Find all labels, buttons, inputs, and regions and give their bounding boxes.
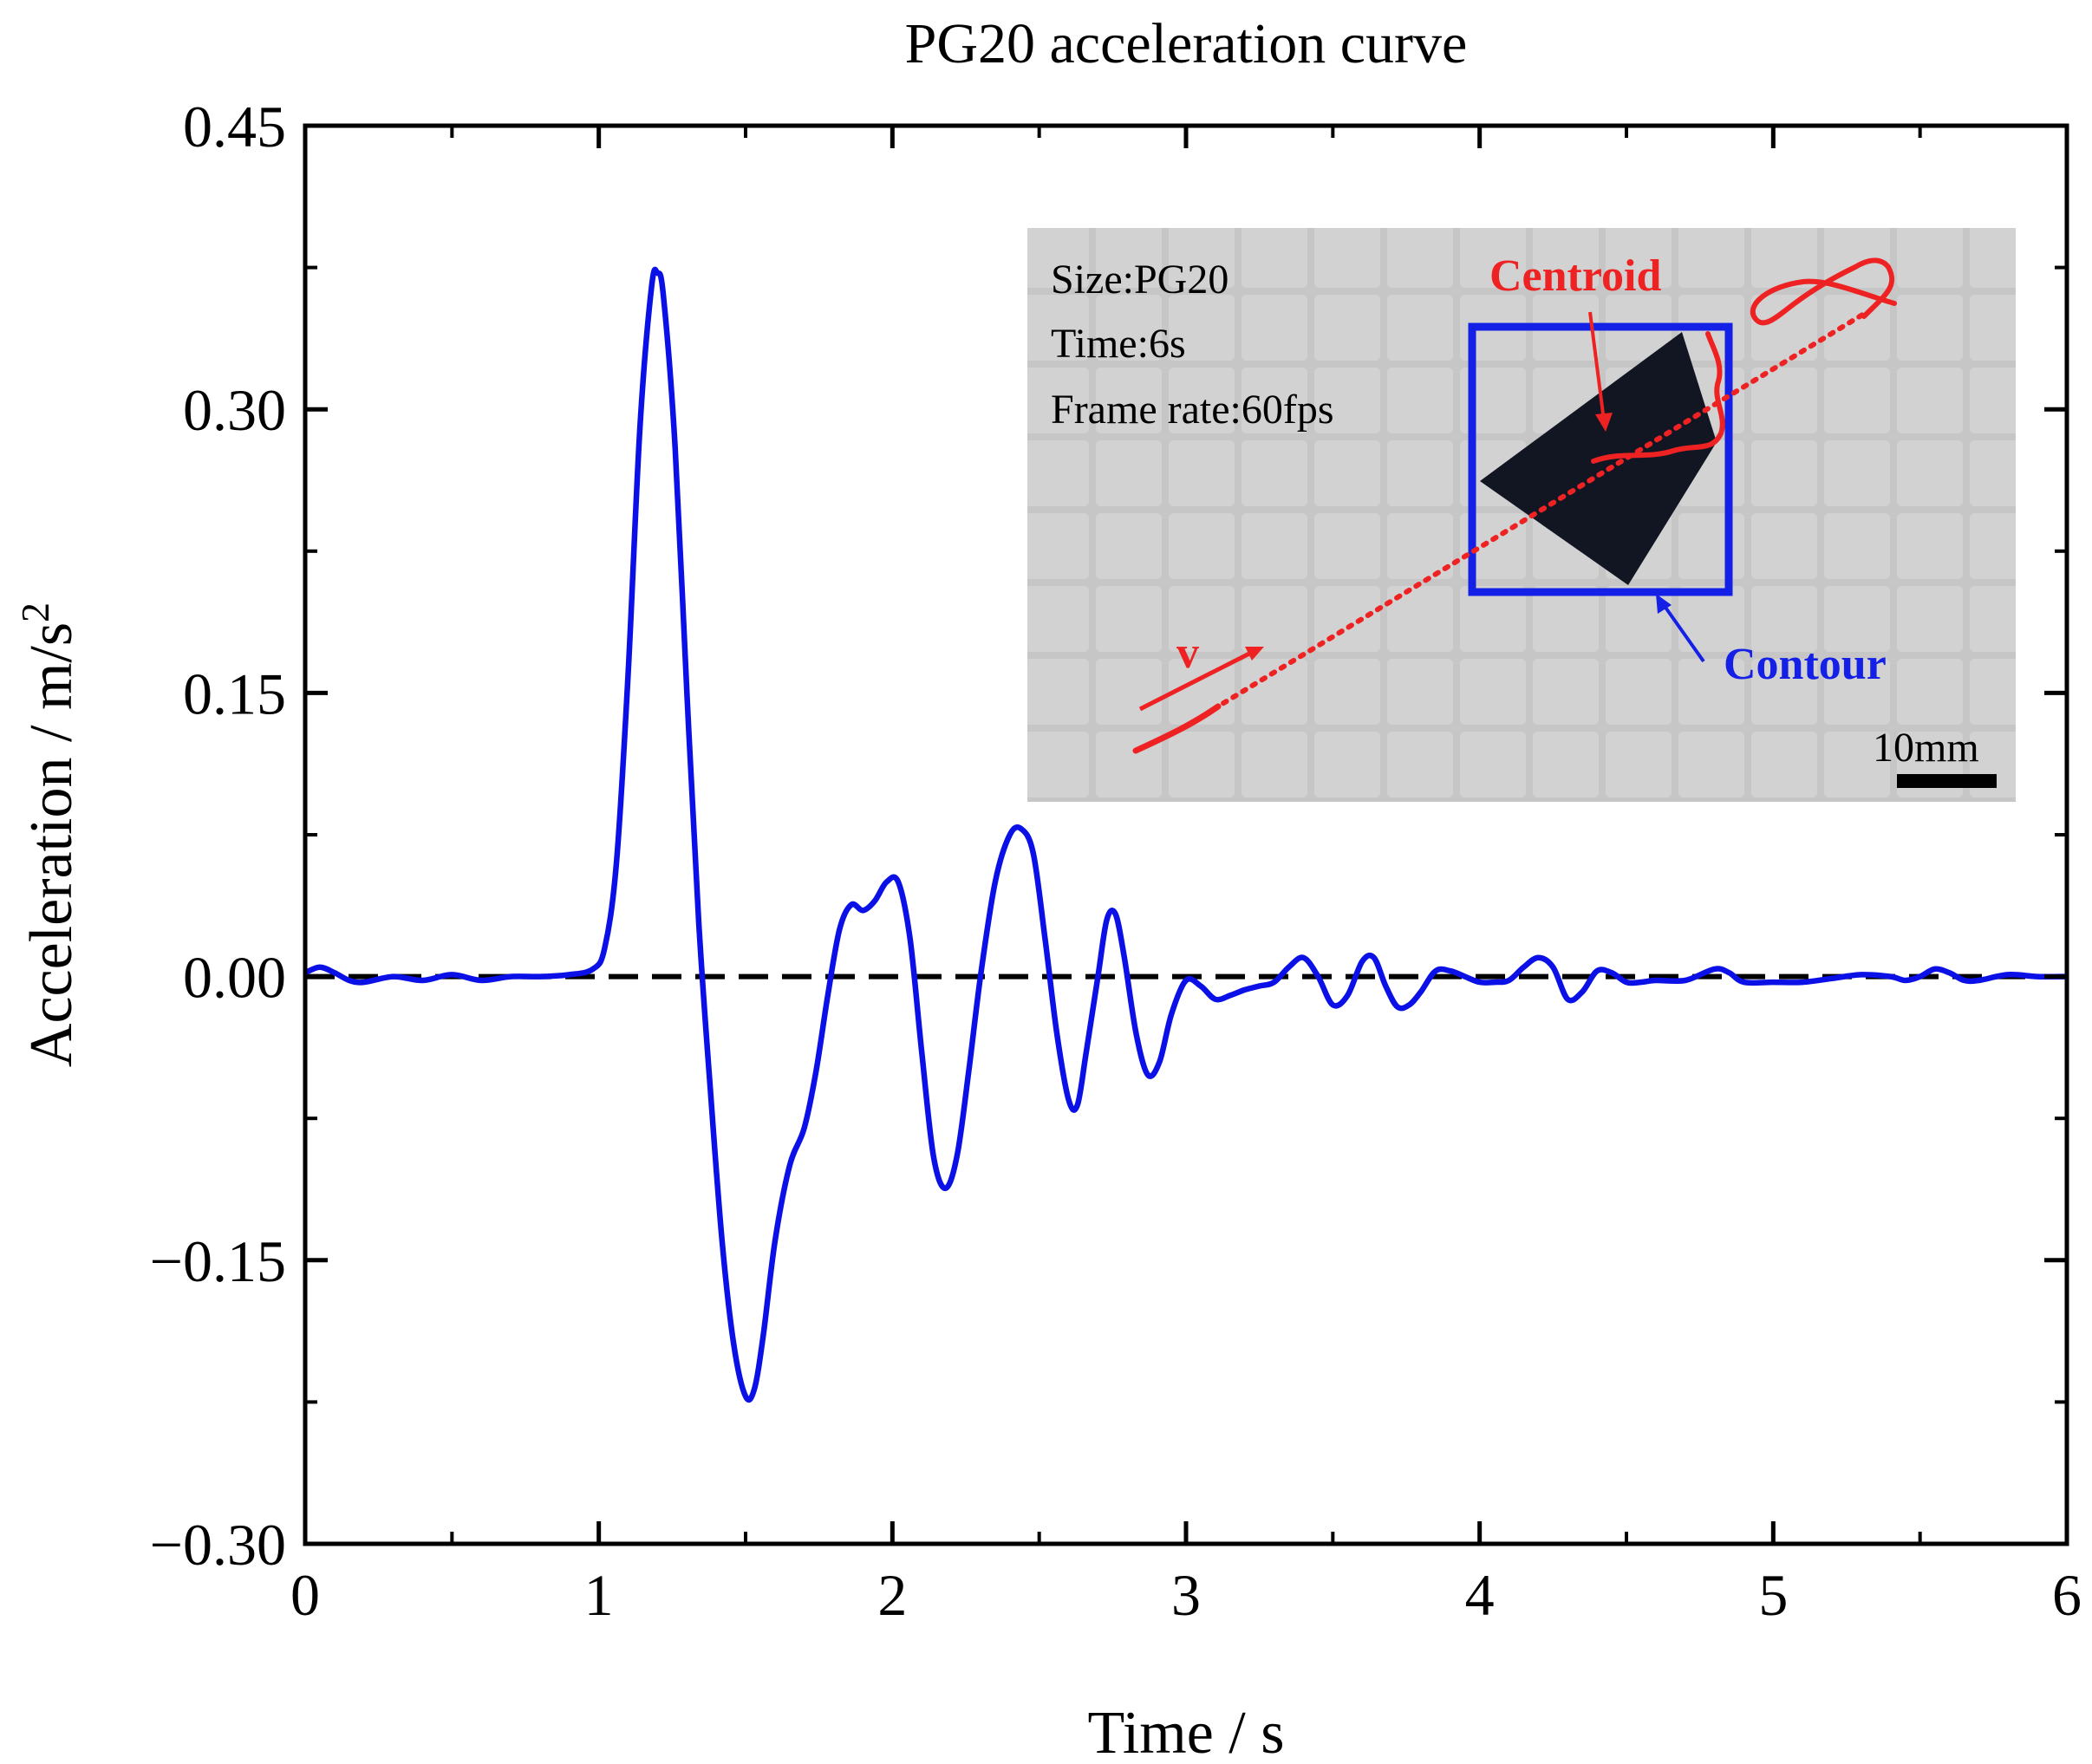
scale-label: 10mm [1873, 725, 1979, 771]
centroid-arrowhead [1595, 413, 1613, 432]
contour-arrow [1660, 601, 1705, 663]
object-shadow [1550, 1056, 1561, 1066]
inset-image: Centroid Contour v Size:PG20 Time:6s Fra… [1027, 228, 2016, 1066]
velocity-arrow [1138, 649, 1255, 712]
series-group [305, 266, 2067, 1403]
x-tick-label: 1 [584, 1562, 614, 1628]
x-ticks: 0 1 2 3 4 5 6 [290, 126, 2082, 1628]
centroid-arrow [1588, 311, 1606, 421]
scale-bar [1897, 774, 1997, 788]
x-tick-label: 5 [1758, 1562, 1788, 1628]
y-ticks: −0.30 −0.15 0.00 0.15 0.30 0.45 [150, 94, 2067, 1578]
trajectory-loop [1750, 257, 1897, 326]
contour-box [1468, 322, 1733, 596]
y-tick-label: 0.15 [183, 661, 286, 726]
centroid-label: Centroid [1489, 251, 1661, 301]
x-tick-label: 4 [1465, 1562, 1495, 1628]
y-tick-label: −0.30 [150, 1512, 286, 1578]
x-tick-label: 3 [1171, 1562, 1201, 1628]
y-axis-label: Acceleration / m/s2 [13, 602, 85, 1067]
y-tick-label: 0.00 [183, 945, 286, 1011]
trajectory-wiggle [1591, 331, 1725, 464]
x-tick-label: 0 [290, 1562, 320, 1628]
plot-area: Centroid Contour v Size:PG20 Time:6s Fra… [305, 228, 2067, 1403]
y-tick-label: 0.45 [183, 94, 286, 159]
velocity-arrowhead [1245, 647, 1264, 661]
trajectory-start [1132, 703, 1222, 754]
x-tick-label: 2 [877, 1562, 907, 1628]
inset-info-framerate: Frame rate:60fps [1051, 387, 1334, 433]
contour-label: Contour [1724, 640, 1887, 689]
y-tick-label: 0.30 [183, 377, 286, 443]
trajectory-dotted [1211, 311, 1867, 712]
chart-title: PG20 acceleration curve [905, 12, 1468, 75]
contour-arrowhead [1656, 594, 1672, 614]
series-line-0 [305, 266, 2067, 1403]
y-tick-label: −0.15 [150, 1228, 286, 1294]
y-axis-label-sup: 2 [13, 602, 57, 622]
x-tick-label: 6 [2052, 1562, 2082, 1628]
inset-info-size: Size:PG20 [1051, 257, 1228, 303]
inset-info-time: Time:6s [1051, 321, 1186, 367]
velocity-label: v [1176, 628, 1199, 678]
x-axis-label: Time / s [1088, 1700, 1285, 1764]
y-axis-label-base: Acceleration / m/s [18, 622, 85, 1067]
